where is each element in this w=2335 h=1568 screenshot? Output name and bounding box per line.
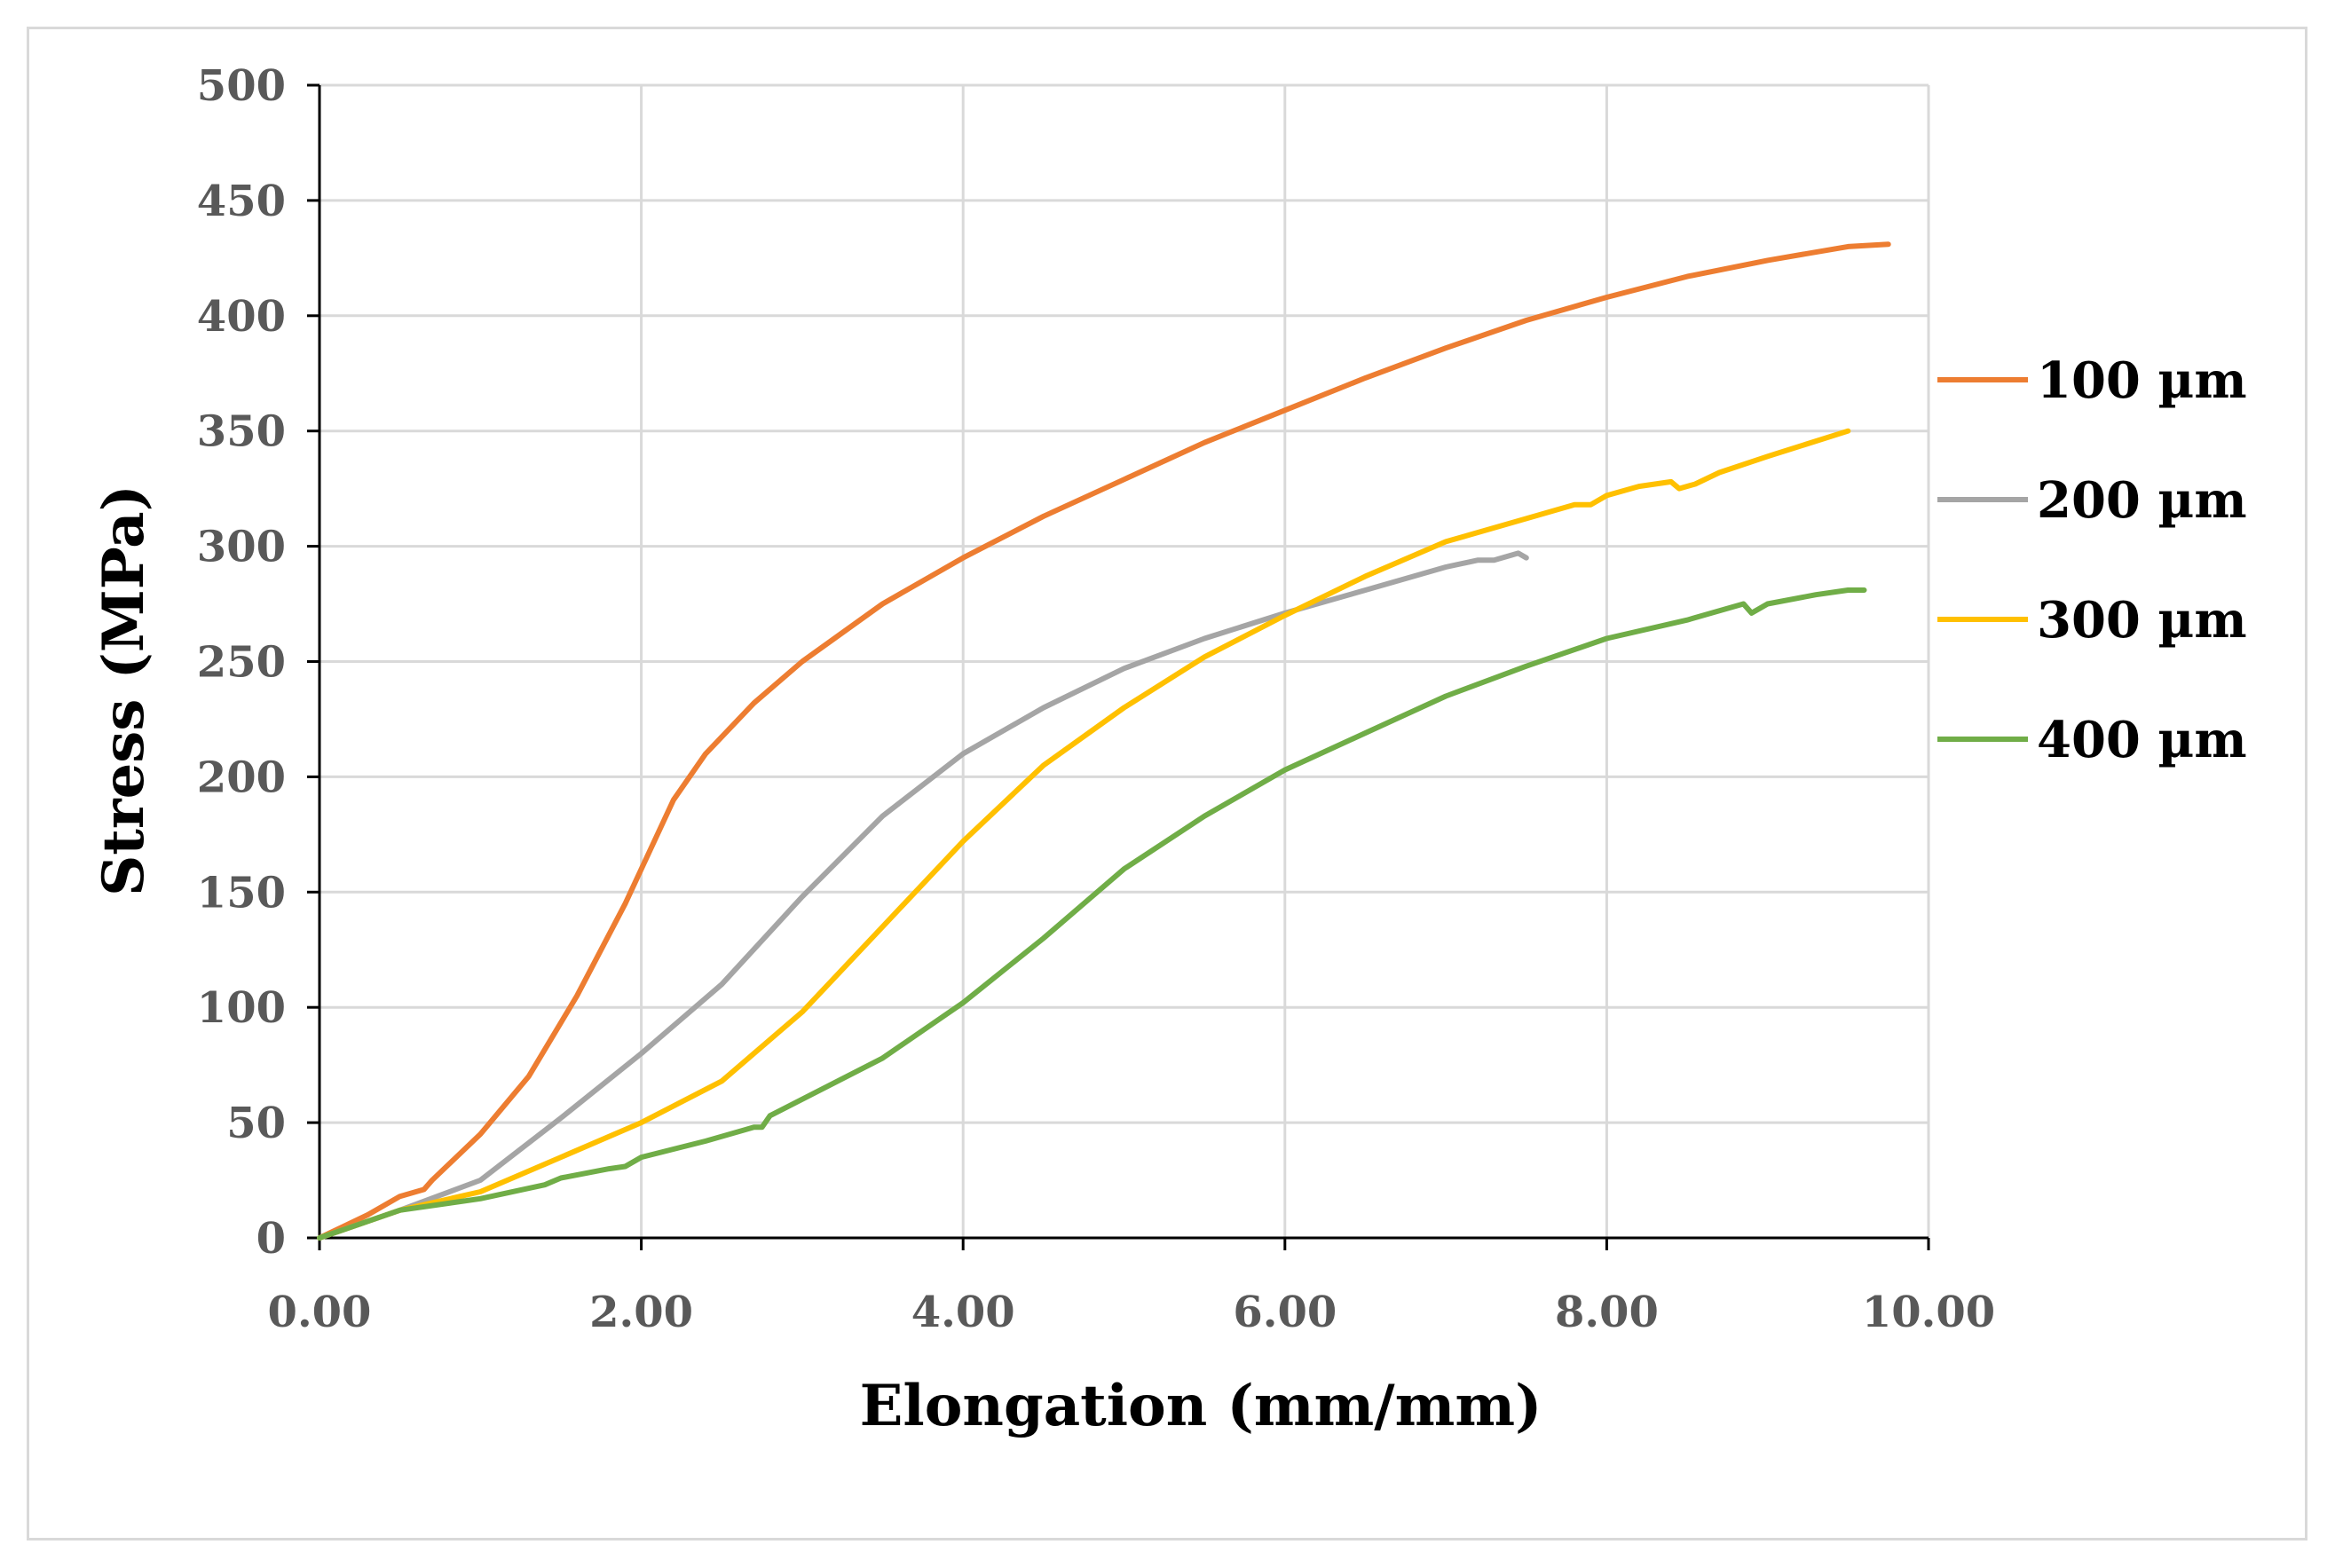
x-tick-label: 2.00: [589, 1288, 693, 1337]
axes: [307, 83, 1930, 1250]
legend-label-3: 300 µm: [2037, 591, 2247, 650]
x-tick-label: 0.00: [268, 1288, 372, 1337]
x-tick-label: 8.00: [1555, 1288, 1659, 1337]
y-tick-label: 350: [197, 407, 286, 457]
y-tick-label: 100: [197, 983, 286, 1033]
y-tick-label: 250: [197, 638, 286, 688]
data-series: [317, 241, 1891, 1241]
legend: 100 µm 200 µm 300 µm 400 µm: [1937, 351, 2247, 769]
y-tick-label: 450: [197, 177, 286, 226]
series-line-3: [317, 428, 1851, 1241]
chart-frame: 0 50 100 150 200 250 300 350 400 450 500 0.00 2.00 4…: [27, 27, 2307, 1540]
x-axis-title: Elongation (mm/mm): [860, 1373, 1542, 1439]
legend-label-1: 100 µm: [2037, 351, 2247, 410]
y-tick-label: 200: [197, 752, 286, 802]
x-axis-tick-labels: 0.00 2.00 4.00 6.00 8.00 10.00: [268, 1288, 1996, 1337]
legend-label-2: 200 µm: [2037, 471, 2247, 530]
y-tick-label: 50: [226, 1099, 286, 1148]
y-axis-tick-labels: 0 50 100 150 200 250 300 350 400 450 500: [197, 61, 286, 1264]
series-line-2: [317, 550, 1529, 1241]
x-tick-label: 6.00: [1233, 1288, 1337, 1337]
stress-elongation-chart: 0 50 100 150 200 250 300 350 400 450 500 0.00 2.00 4…: [91, 61, 2247, 1439]
series-line-1: [317, 241, 1891, 1241]
y-tick-label: 400: [197, 292, 286, 342]
y-tick-label: 150: [197, 868, 286, 918]
y-tick-label: 0: [256, 1214, 286, 1264]
y-tick-label: 300: [197, 523, 286, 572]
x-tick-label: 10.00: [1862, 1288, 1995, 1337]
legend-label-4: 400 µm: [2037, 711, 2247, 769]
x-tick-label: 4.00: [911, 1288, 1015, 1337]
y-tick-label: 500: [197, 61, 286, 111]
y-axis-title: Stress (MPa): [91, 485, 157, 896]
series-line-4: [317, 587, 1867, 1241]
grid-lines: [319, 83, 1930, 1238]
